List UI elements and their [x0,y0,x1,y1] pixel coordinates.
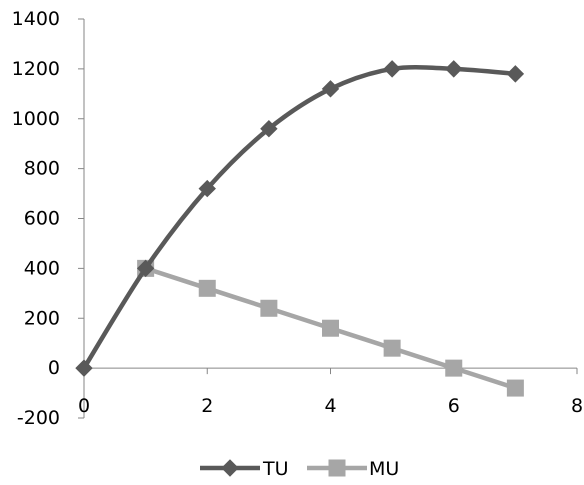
data-point-tu [75,359,93,377]
y-tick-label: 0 [48,357,60,379]
legend-item-mu: MU [307,458,399,480]
y-tick-label: 800 [24,158,60,180]
x-tick-label: 8 [571,395,583,417]
legend-swatch-marker [221,459,239,477]
x-tick-label: 4 [324,395,336,417]
y-tick-label: -200 [17,407,60,429]
series-mu [137,259,524,397]
data-point-mu [198,279,216,297]
legend-label: MU [369,458,399,480]
y-tick-label: 1400 [12,8,60,30]
data-point-tu [383,60,401,78]
series-layer [75,60,525,397]
x-tick-label: 0 [78,395,90,417]
x-tick-label: 6 [448,395,460,417]
y-tick-label: 400 [24,257,60,279]
legend-swatch-marker [328,459,346,477]
x-tick-label: 2 [201,395,213,417]
data-point-mu [445,359,463,377]
legend-item-tu: TU [200,458,289,480]
axes: -200 0 200 400 600 800 1000 1200 1400 0 2 4 6 8 [12,8,583,429]
y-tick-label: 1000 [12,108,60,130]
data-point-tu [445,60,463,78]
data-point-tu [321,80,340,98]
y-tick-label: 1200 [12,58,60,80]
data-point-tu [136,259,155,278]
data-point-tu [506,65,525,83]
legend-label: TU [262,458,289,480]
data-point-mu [506,379,524,397]
series-tu [75,60,525,377]
y-tick-label: 200 [24,307,60,329]
data-point-mu [260,299,278,317]
data-point-mu [322,319,339,337]
data-point-mu [383,339,401,357]
data-point-tu [198,179,216,198]
series-line [81,64,518,371]
y-tick-label: 600 [24,208,60,230]
legend: TU MU [200,458,399,480]
data-point-tu [260,120,278,138]
